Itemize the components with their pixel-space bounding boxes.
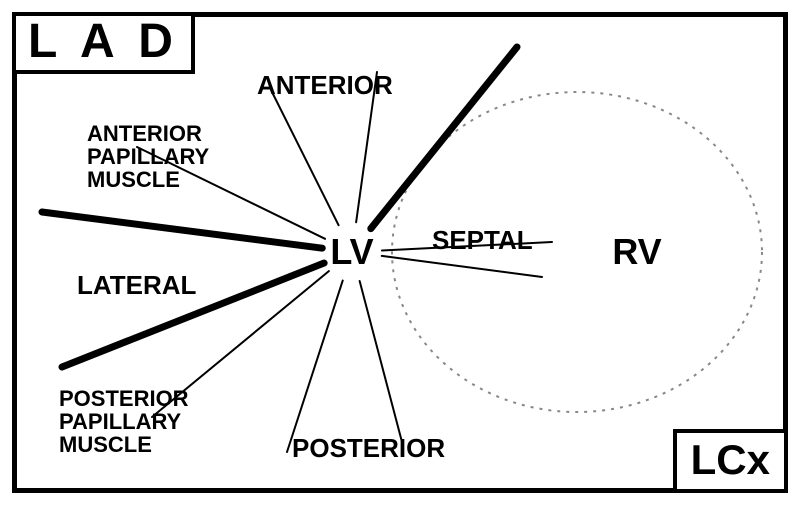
ray-anterior-thin-2 (272, 92, 339, 225)
label-posterior-papillary-muscle: POSTERIOR PAPILLARY MUSCLE (59, 387, 189, 456)
corner-box-lad: L A D (12, 12, 195, 74)
corner-box-lcx: LCx (673, 429, 788, 493)
label-anterior-papillary-muscle: ANTERIOR PAPILLARY MUSCLE (87, 122, 209, 191)
ray-posterior-2 (360, 281, 402, 442)
rv-label: RV (612, 231, 661, 273)
label-anterior: ANTERIOR (257, 72, 393, 99)
ray-septal-2 (382, 256, 542, 277)
label-lateral: LATERAL (77, 272, 196, 299)
label-posterior: POSTERIOR (292, 435, 445, 462)
lv-center-label: LV (330, 231, 373, 273)
label-septal: SEPTAL (432, 227, 533, 254)
diagram-frame: ANTERIOR ANTERIOR PAPILLARY MUSCLE LATER… (12, 12, 788, 493)
ray-posterior-1 (287, 281, 343, 452)
